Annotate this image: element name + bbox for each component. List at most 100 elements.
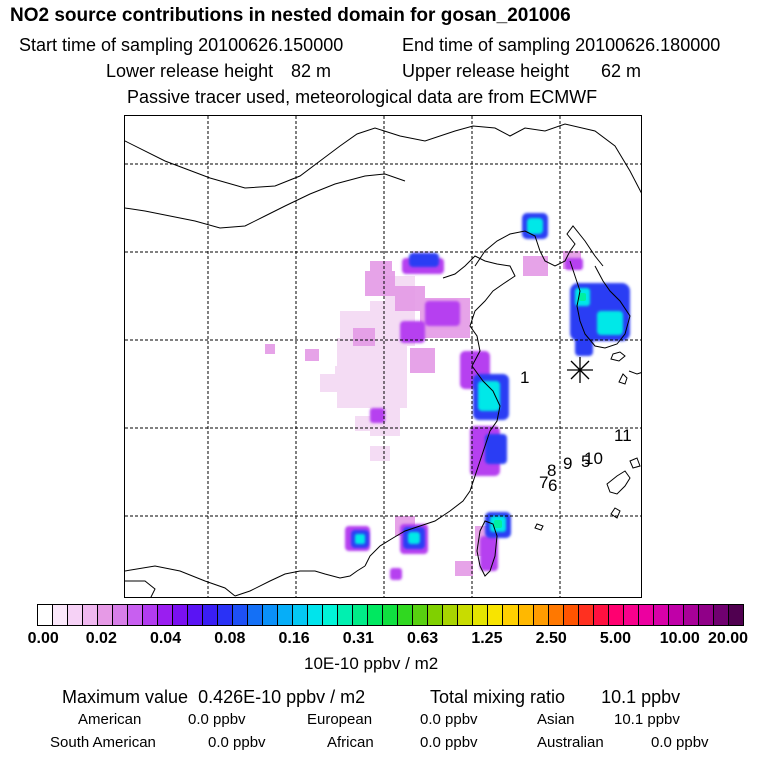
- graticule: [125, 116, 641, 597]
- colorbar-segment: [353, 605, 369, 625]
- max-value-line: Maximum value 0.426E-10 ppbv / m2: [62, 688, 365, 706]
- source-label-9: 9: [563, 454, 572, 473]
- colorbar-segment: [263, 605, 279, 625]
- colorbar-segment: [53, 605, 69, 625]
- colorbar-tick-label: 0.02: [85, 630, 117, 647]
- total-mixing-line: Total mixing ratio 10.1 ppbv: [430, 688, 680, 706]
- max-value: 0.426E-10 ppbv / m2: [198, 687, 366, 707]
- colorbar-segment: [488, 605, 504, 625]
- colorbar-segment: [143, 605, 159, 625]
- region-name-african: African: [327, 734, 374, 751]
- colorbar-tick-label: 0.08: [214, 630, 246, 647]
- region-value-european: 0.0 ppbv: [420, 711, 478, 728]
- concentration-green: [494, 293, 586, 528]
- map-panel: 1 11 8 9 5 10 7 6: [124, 115, 642, 598]
- colorbar-tick-label: 5.00: [599, 630, 632, 647]
- colorbar-segment: [323, 605, 339, 625]
- colorbar-segment: [383, 605, 399, 625]
- colorbar-segment: [593, 605, 609, 625]
- colorbar-tick-label: 10.00: [659, 630, 700, 647]
- colorbar-tick-label: 0.16: [278, 630, 310, 647]
- colorbar-tick-label: 0.31: [342, 630, 374, 647]
- source-label-5: 5: [581, 452, 590, 471]
- map-title: NO2 source contributions in nested domai…: [10, 5, 571, 26]
- source-label-10: 10: [584, 449, 603, 468]
- colorbar-segment: [623, 605, 639, 625]
- colorbar-segment: [68, 605, 84, 625]
- colorbar-segment: [518, 605, 534, 625]
- region-value-african: 0.0 ppbv: [420, 734, 478, 751]
- colorbar-segment: [713, 605, 729, 625]
- colorbar-segment: [578, 605, 594, 625]
- colorbar-tick-label: 1.25: [471, 630, 503, 647]
- region-name-australian: Australian: [537, 734, 604, 751]
- region-name-asian: Asian: [537, 711, 575, 728]
- source-label-6: 6: [548, 476, 557, 495]
- lower-height-value: 82 m: [291, 61, 332, 81]
- coastlines: [125, 123, 641, 597]
- colorbar-segment: [233, 605, 249, 625]
- colorbar-segment: [113, 605, 129, 625]
- colorbar-segment: [128, 605, 144, 625]
- colorbar-segment: [98, 605, 114, 625]
- start-time-label: Start time of sampling 20100626.150000: [19, 35, 344, 55]
- colorbar-segment: [503, 605, 519, 625]
- region-value-south-american: 0.0 ppbv: [208, 734, 266, 751]
- colorbar-segment: [218, 605, 234, 625]
- end-time-label: End time of sampling 20100626.180000: [402, 35, 721, 55]
- colorbar-segment: [668, 605, 684, 625]
- colorbar-tick-label: 20.00: [707, 630, 749, 647]
- colorbar-tick-label: 0.04: [149, 630, 182, 647]
- colorbar-segment: [338, 605, 354, 625]
- tracer-note: Passive tracer used, meteorological data…: [127, 87, 598, 107]
- colorbar-segment: [368, 605, 384, 625]
- colorbar-segment: [548, 605, 564, 625]
- source-label-7: 7: [539, 473, 548, 492]
- colorbar-segment: [173, 605, 189, 625]
- colorbar-segment: [563, 605, 579, 625]
- colorbar-units: 10E-10 ppbv / m2: [304, 654, 439, 673]
- colorbar-segment: [413, 605, 429, 625]
- colorbar-segment: [698, 605, 714, 625]
- colorbar-segment: [398, 605, 414, 625]
- colorbar-segment: [458, 605, 474, 625]
- total-mixing-label: Total mixing ratio: [430, 687, 566, 707]
- region-name-american: American: [78, 711, 142, 728]
- region-name-european: European: [307, 711, 373, 728]
- colorbar-segment: [83, 605, 99, 625]
- total-mixing-value: 10.1 ppbv: [601, 687, 681, 707]
- colorbar-tick-label: 2.50: [535, 630, 567, 647]
- colorbar-segment: [728, 605, 743, 625]
- region-value-american: 0.0 ppbv: [188, 711, 246, 728]
- colorbar-segment: [608, 605, 624, 625]
- colorbar-segment: [293, 605, 309, 625]
- colorbar-segment: [158, 605, 174, 625]
- region-value-australian: 0.0 ppbv: [651, 734, 709, 751]
- upper-height-value: 62 m: [601, 61, 642, 81]
- receptor-asterisk-icon: [567, 357, 593, 383]
- colorbar-segment: [278, 605, 294, 625]
- colorbar-segment: [248, 605, 264, 625]
- colorbar-segment: [38, 605, 54, 625]
- colorbar-segment: [473, 605, 489, 625]
- colorbar-segment: [203, 605, 219, 625]
- max-value-label: Maximum value: [62, 687, 189, 707]
- source-label-8: 8: [547, 461, 556, 480]
- colorbar-segment: [428, 605, 444, 625]
- map-canvas: 1 11 8 9 5 10 7 6: [125, 116, 641, 597]
- colorbar-tick-label: 0.00: [27, 630, 59, 647]
- colorbar-segment: [443, 605, 459, 625]
- colorbar-segment: [638, 605, 654, 625]
- colorbar-tick-label: 0.63: [407, 630, 439, 647]
- colorbar-segment: [653, 605, 669, 625]
- colorbar-segment: [683, 605, 699, 625]
- source-label-1: 1: [520, 368, 529, 387]
- region-name-south-american: South American: [50, 734, 156, 751]
- colorbar: [37, 604, 744, 626]
- lower-height-label: Lower release height: [106, 61, 274, 81]
- colorbar-segment: [533, 605, 549, 625]
- colorbar-segment: [308, 605, 324, 625]
- source-label-11: 11: [614, 426, 632, 445]
- upper-height-label: Upper release height: [402, 61, 570, 81]
- region-value-asian: 10.1 ppbv: [614, 711, 680, 728]
